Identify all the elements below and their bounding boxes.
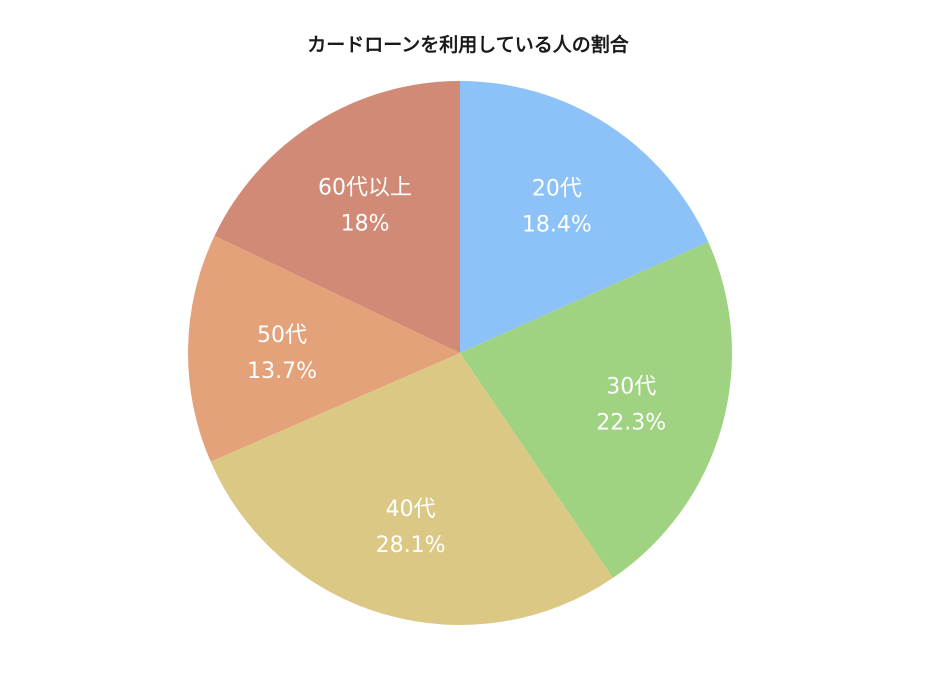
slice-value-1: 22.3% bbox=[596, 411, 666, 436]
pie-slice-1 bbox=[460, 241, 732, 578]
pie-slice-0 bbox=[460, 81, 709, 353]
slice-label-2: 40代 bbox=[386, 497, 436, 522]
chart-title: カードローンを利用している人の割合 bbox=[307, 34, 629, 56]
slice-label-3: 50代 bbox=[257, 323, 307, 348]
pie-labels: 20代 18.4% 30代 22.3% 40代 28.1% 50代 13.7% 60代以上 18% bbox=[247, 175, 666, 558]
slice-value-2: 28.1% bbox=[376, 533, 446, 558]
slice-label-0: 20代 bbox=[532, 177, 582, 202]
pie-slices bbox=[187, 81, 732, 625]
slice-label-4: 60代以上 bbox=[318, 175, 412, 200]
pie-slice-4 bbox=[214, 81, 460, 353]
slice-label-1: 30代 bbox=[606, 375, 656, 400]
slice-value-3: 13.7% bbox=[247, 359, 317, 384]
pie-slice-2 bbox=[210, 353, 613, 625]
slice-value-4: 18% bbox=[341, 211, 390, 236]
pie-slice-3 bbox=[187, 235, 461, 462]
slice-value-0: 18.4% bbox=[522, 213, 592, 238]
